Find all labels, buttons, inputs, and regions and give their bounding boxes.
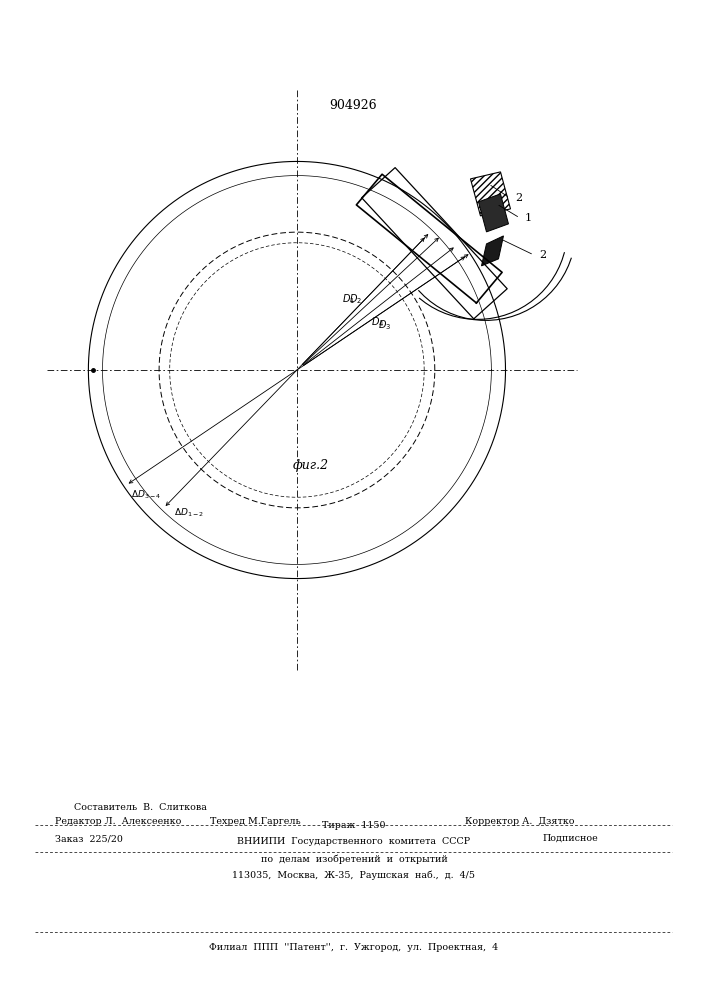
Text: $D_4$: $D_4$ bbox=[371, 315, 385, 329]
Text: $D_2$: $D_2$ bbox=[349, 292, 362, 306]
Text: $\Delta D_{3-4}$: $\Delta D_{3-4}$ bbox=[132, 489, 162, 501]
Text: 2: 2 bbox=[539, 250, 546, 260]
Text: $D_1$: $D_1$ bbox=[342, 292, 355, 306]
Polygon shape bbox=[481, 236, 503, 266]
Text: ВНИИПИ  Государственного  комитета  СССР: ВНИИПИ Государственного комитета СССР bbox=[238, 838, 471, 846]
Text: Тираж  1150: Тираж 1150 bbox=[322, 822, 386, 830]
Polygon shape bbox=[470, 172, 510, 216]
Text: $D_3$: $D_3$ bbox=[378, 319, 391, 332]
Text: Заказ  225/20: Заказ 225/20 bbox=[55, 834, 123, 843]
Text: по  делам  изобретений  и  открытий: по делам изобретений и открытий bbox=[261, 854, 448, 864]
Text: Составитель  В.  Слиткова: Составитель В. Слиткова bbox=[74, 802, 206, 812]
Text: 2: 2 bbox=[515, 193, 522, 203]
Text: 904926: 904926 bbox=[329, 99, 378, 112]
Text: $\Delta D_{1-2}$: $\Delta D_{1-2}$ bbox=[173, 507, 204, 519]
Text: Редактор Л.  Алексеенко: Редактор Л. Алексеенко bbox=[55, 816, 182, 826]
Polygon shape bbox=[479, 194, 508, 232]
Text: 1: 1 bbox=[525, 213, 532, 223]
Text: Филиал  ППП  ''Патент'',  г.  Ужгород,  ул.  Проектная,  4: Филиал ППП ''Патент'', г. Ужгород, ул. П… bbox=[209, 942, 498, 952]
Text: 113035,  Москва,  Ж-35,  Раушская  наб.,  д.  4/5: 113035, Москва, Ж-35, Раушская наб., д. … bbox=[233, 870, 476, 880]
Text: Корректор А.  Дзятко: Корректор А. Дзятко bbox=[465, 816, 575, 826]
Text: Подписное: Подписное bbox=[542, 834, 598, 843]
Text: фиг.2: фиг.2 bbox=[293, 458, 329, 472]
Text: Техред М.Гаргель: Техред М.Гаргель bbox=[210, 816, 300, 826]
